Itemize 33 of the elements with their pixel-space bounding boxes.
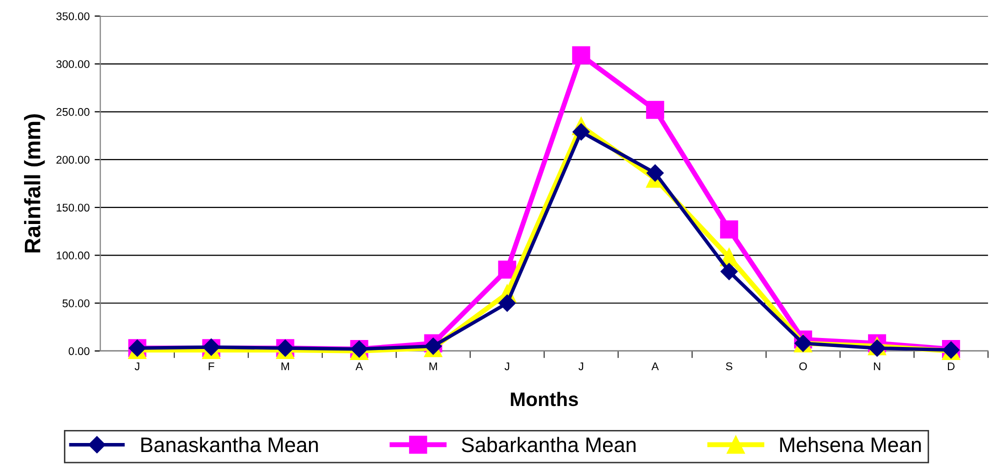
y-tick-label: 100.00 [56, 252, 90, 260]
x-tick-label: N [874, 362, 880, 370]
x-tick-label: M [282, 362, 289, 370]
point [572, 46, 590, 64]
point [646, 164, 664, 182]
point [720, 220, 738, 238]
y-tick-label: 300.00 [56, 60, 90, 68]
legend-label: Banaskantha Mean [141, 436, 318, 452]
x-tick-label: D [948, 362, 955, 370]
point [572, 123, 590, 140]
x-tick-label: M [429, 362, 437, 370]
y-tick-label: 50.00 [62, 299, 90, 308]
x-tick-label: A [356, 362, 363, 370]
legend-label: Sabarkantha Mean [462, 436, 636, 452]
x-axis-title: Months [510, 392, 578, 406]
point [720, 263, 738, 280]
x-tick-label: J [578, 362, 584, 370]
point [646, 100, 664, 119]
y-tick-label: 150.00 [56, 204, 90, 212]
x-tick-label: S [726, 362, 732, 370]
point [498, 294, 516, 312]
x-tick-label: A [651, 362, 659, 370]
y-tick-label: 350.00 [56, 12, 90, 20]
legend-label: Mehsena Mean [780, 436, 921, 452]
point [498, 260, 516, 279]
x-tick-label: O [799, 362, 807, 370]
y-tick-label: 0.00 [68, 347, 90, 356]
x-tick-label: F [208, 362, 214, 370]
y-tick-label: 200.00 [56, 156, 90, 164]
y-tick-label: 250.00 [56, 108, 90, 116]
x-tick-label: J [134, 362, 140, 370]
x-tick-label: J [504, 362, 510, 370]
y-axis-title: Rainfall (mm) [24, 114, 45, 252]
